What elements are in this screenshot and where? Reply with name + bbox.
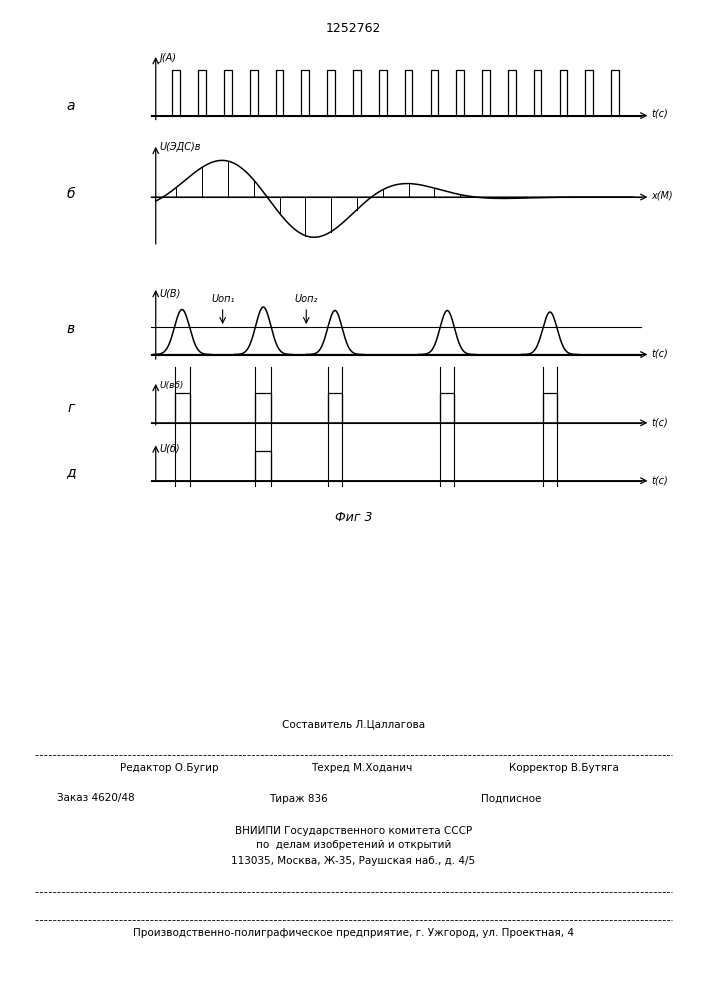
Text: б: б	[66, 188, 75, 202]
Text: x(М): x(М)	[652, 190, 673, 200]
Text: U(ЭДС)в: U(ЭДС)в	[159, 142, 201, 152]
Text: г: г	[67, 401, 74, 415]
Text: U(б): U(б)	[159, 443, 180, 453]
Text: Техред М.Ходанич: Техред М.Ходанич	[311, 763, 412, 773]
Text: 1252762: 1252762	[326, 22, 381, 35]
Text: а: а	[66, 100, 75, 113]
Text: 113035, Москва, Ж-35, Раушская наб., д. 4/5: 113035, Москва, Ж-35, Раушская наб., д. …	[231, 856, 476, 865]
Text: J(A): J(A)	[159, 53, 176, 63]
Text: Uоп₂: Uоп₂	[295, 294, 318, 304]
Text: Фиг 3: Фиг 3	[334, 511, 373, 524]
Text: t(с): t(с)	[652, 475, 668, 485]
Text: Заказ 4620/48: Заказ 4620/48	[57, 794, 134, 804]
Text: по  делам изобретений и открытий: по делам изобретений и открытий	[256, 840, 451, 850]
Text: в: в	[66, 322, 75, 336]
Text: Редактор О.Бугир: Редактор О.Бугир	[120, 763, 218, 773]
Text: U(В): U(В)	[159, 288, 181, 298]
Text: Тираж 836: Тираж 836	[269, 794, 327, 804]
Text: Подписное: Подписное	[481, 794, 541, 804]
Text: Составитель Л.Цаллагова: Составитель Л.Цаллагова	[282, 719, 425, 729]
Text: U(вб): U(вб)	[159, 381, 184, 390]
Text: t(с): t(с)	[652, 348, 668, 358]
Text: ВНИИПИ Государственного комитета СССР: ВНИИПИ Государственного комитета СССР	[235, 826, 472, 836]
Text: Uоп₁: Uоп₁	[211, 294, 234, 304]
Text: t(с): t(с)	[652, 108, 668, 118]
Text: t(с): t(с)	[652, 417, 668, 427]
Text: д: д	[66, 465, 76, 479]
Text: Корректор В.Бутяга: Корректор В.Бутяга	[509, 763, 619, 773]
Text: Производственно-полиграфическое предприятие, г. Ужгород, ул. Проектная, 4: Производственно-полиграфическое предприя…	[133, 928, 574, 938]
